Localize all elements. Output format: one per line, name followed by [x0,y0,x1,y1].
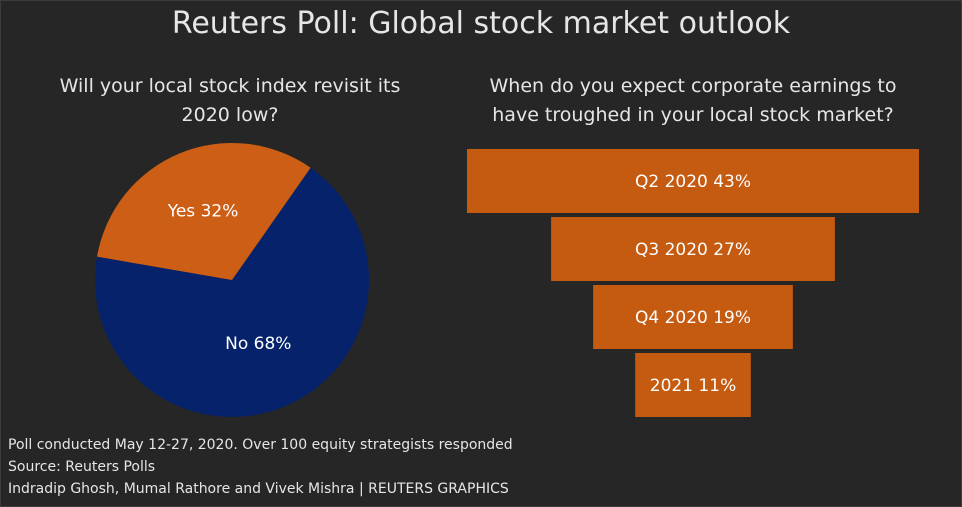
funnel-label-q4-2020: Q4 2020 19% [635,308,751,328]
funnel-title-line-2: have troughed in your local stock market… [492,104,894,126]
pie-chart-title: Will your local stock index revisit its … [30,72,430,130]
footer-notes: Poll conducted May 12-27, 2020. Over 100… [8,434,513,500]
funnel-label-2021: 2021 11% [650,376,736,396]
funnel-label-q3-2020: Q3 2020 27% [635,240,751,260]
pie-label-yes: Yes 32% [167,201,239,221]
funnel-label-q2-2020: Q2 2020 43% [635,172,751,192]
footer-poll-note: Poll conducted May 12-27, 2020. Over 100… [8,437,513,453]
funnel-title-line-1: When do you expect corporate earnings to [489,75,897,97]
pie-label-no: No 68% [225,334,291,354]
pie-slice-yes [96,143,311,280]
funnel-chart-title: When do you expect corporate earnings to… [470,72,916,130]
pie-slice-no [95,167,370,417]
pie-chart: No 68% Yes 32% [95,143,370,417]
funnel-bar-q4-2020 [593,285,793,349]
funnel-bar-q3-2020 [551,217,835,281]
footer-credits: Indradip Ghosh, Mumal Rathore and Vivek … [8,481,509,497]
funnel-chart: Q2 2020 43% Q3 2020 27% Q4 2020 19% 2021 11… [467,149,919,417]
footer-source: Source: Reuters Polls [8,459,156,475]
pie-title-line-2: 2020 low? [181,104,279,126]
funnel-bar-2021 [635,353,751,417]
chart-title: Reuters Poll: Global stock market outloo… [171,6,791,41]
funnel-bar-q2-2020 [467,149,919,213]
pie-title-line-1: Will your local stock index revisit its [59,75,401,97]
